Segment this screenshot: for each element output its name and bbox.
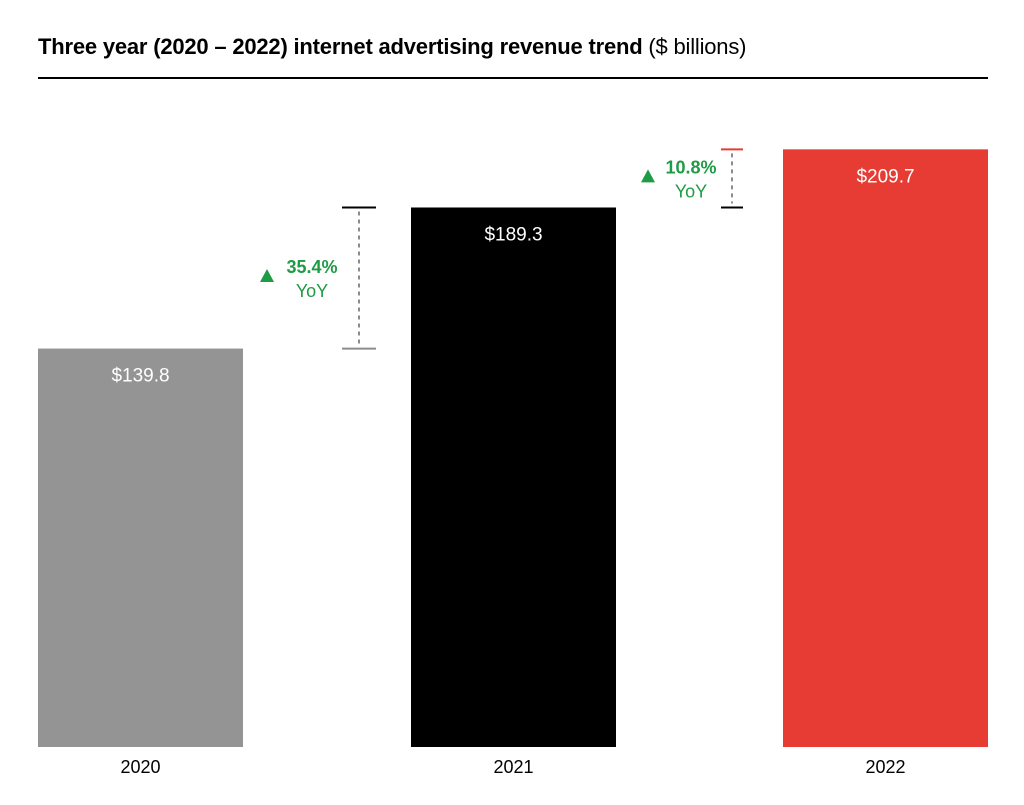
bar-value-label-2021: $189.3 xyxy=(484,224,542,245)
bar-2020 xyxy=(38,348,243,747)
yoy-percent-2: 10.8% xyxy=(665,157,716,177)
bar-value-label-2022: $209.7 xyxy=(856,166,914,187)
chart-title-main: Three year (2020 – 2022) internet advert… xyxy=(38,34,643,59)
bar-2022 xyxy=(783,149,988,748)
chart-title: Three year (2020 – 2022) internet advert… xyxy=(38,34,746,60)
x-tick-label-2020: 2020 xyxy=(120,757,160,777)
yoy-label-1: YoY xyxy=(296,281,328,301)
bar-2021 xyxy=(411,207,616,747)
growth-up-arrow-icon xyxy=(641,169,655,183)
x-tick-label-2021: 2021 xyxy=(493,757,533,777)
title-divider xyxy=(38,77,988,79)
chart-title-unit: ($ billions) xyxy=(648,34,747,59)
bar-value-label-2020: $139.8 xyxy=(111,366,169,387)
yoy-percent-1: 35.4% xyxy=(286,257,337,277)
growth-up-arrow-icon xyxy=(260,269,274,283)
x-tick-label-2022: 2022 xyxy=(865,757,905,777)
yoy-label-2: YoY xyxy=(675,181,707,201)
